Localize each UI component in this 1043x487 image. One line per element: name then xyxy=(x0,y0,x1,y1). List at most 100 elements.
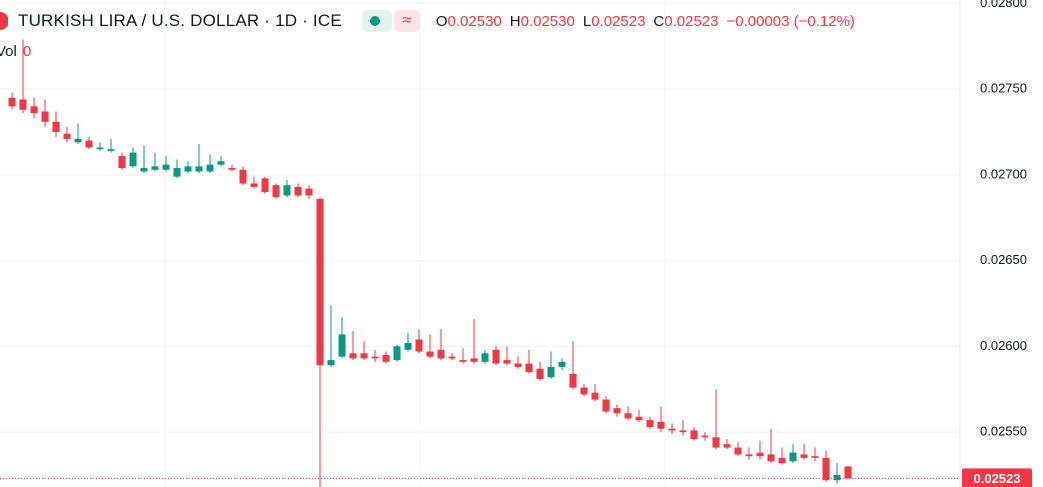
candle-body xyxy=(789,452,797,462)
candle-body xyxy=(162,164,170,170)
candle-body xyxy=(514,363,522,367)
candle-body xyxy=(41,111,49,122)
candle-body xyxy=(734,447,742,455)
legend-header: TURKISH LIRA / U.S. DOLLAR · 1D · ICE ≈ … xyxy=(0,8,863,34)
ohlc-key: C xyxy=(653,12,665,30)
candle-body xyxy=(503,360,511,364)
candle-body xyxy=(844,466,852,479)
ohlc-key: L xyxy=(582,12,592,30)
candle-body xyxy=(668,428,676,431)
candle-body xyxy=(404,342,412,350)
candle-body xyxy=(679,430,687,433)
candle-body xyxy=(481,353,489,362)
last-price-label: 0.02523 xyxy=(974,471,1021,486)
candle-body xyxy=(30,106,38,114)
candle-body xyxy=(426,351,434,357)
candle-body xyxy=(778,457,786,463)
candle-body xyxy=(833,474,841,481)
y-tick-label: 0.02550 xyxy=(980,424,1027,439)
candle-body xyxy=(371,356,379,359)
candle-body xyxy=(19,99,27,110)
candle-body xyxy=(338,334,346,357)
ohlc-value: 0.02523 xyxy=(664,12,719,30)
ohlc-key: O xyxy=(435,12,448,30)
candle-body xyxy=(492,349,500,364)
candle-body xyxy=(558,361,566,367)
candle-body xyxy=(822,457,830,481)
candle-body xyxy=(393,346,401,361)
candle-body xyxy=(52,121,60,133)
candle-body xyxy=(745,454,753,457)
status-dot xyxy=(369,16,380,26)
candle-body xyxy=(8,97,16,107)
candle-body xyxy=(756,452,764,457)
ohlc-value: 0.02530 xyxy=(447,12,502,30)
ohlc-value: 0.02530 xyxy=(520,12,575,30)
candle-body xyxy=(118,156,126,169)
candle-body xyxy=(217,161,225,165)
candle-body xyxy=(437,349,445,359)
candle-body xyxy=(74,138,82,143)
candle-body xyxy=(591,392,599,400)
candle-body xyxy=(294,186,302,196)
candle-body xyxy=(305,188,313,196)
candle-body xyxy=(701,435,709,438)
y-tick-label: 0.02700 xyxy=(980,166,1027,181)
candle-body xyxy=(261,178,269,193)
y-tick-label: 0.02650 xyxy=(980,252,1027,267)
candle-body xyxy=(624,413,632,419)
candle-body xyxy=(448,356,456,359)
symbol-icon xyxy=(0,12,8,30)
candle-body xyxy=(206,164,214,172)
candle-body xyxy=(360,353,368,359)
candle-body xyxy=(316,198,324,366)
candle-body xyxy=(349,353,357,359)
candle-body xyxy=(272,185,280,198)
candle-body xyxy=(536,368,544,379)
candle-body xyxy=(800,454,808,458)
candle-body xyxy=(602,399,610,412)
candle-body xyxy=(415,339,423,352)
candle-body xyxy=(151,166,159,170)
candle-body xyxy=(470,358,478,362)
volume-label: Vol xyxy=(0,43,17,60)
volume-legend: Vol 0 xyxy=(0,43,31,60)
candle-body xyxy=(569,373,577,388)
candle-body xyxy=(525,363,533,373)
candle-body xyxy=(96,147,104,150)
candle-body xyxy=(459,360,467,362)
candle-body xyxy=(283,185,291,196)
symbol-title: TURKISH LIRA / U.S. DOLLAR · 1D · ICE xyxy=(18,11,342,30)
candle-body xyxy=(723,444,731,448)
market-status[interactable] xyxy=(361,10,392,32)
candle-body xyxy=(767,454,775,462)
ohlc-key: H xyxy=(509,12,521,30)
candle-body xyxy=(173,168,181,177)
candle-body xyxy=(327,360,335,366)
candle-body xyxy=(646,420,654,427)
candle-body xyxy=(382,354,390,362)
last-price-tag xyxy=(962,468,1032,487)
candle-body xyxy=(107,149,115,151)
candle-body xyxy=(690,430,698,439)
candle-body xyxy=(195,166,203,172)
candle-body xyxy=(811,456,819,458)
candle-body xyxy=(85,140,93,148)
volume-value: 0 xyxy=(22,43,32,60)
candle-body xyxy=(184,166,192,172)
candle-body xyxy=(580,387,588,395)
ohlc-value: 0.02523 xyxy=(591,12,646,30)
candle-body xyxy=(547,366,555,378)
candle-body xyxy=(712,437,720,448)
candle-body xyxy=(63,133,71,139)
delayed-badge[interactable]: ≈ xyxy=(393,10,420,32)
y-tick-label: 0.02600 xyxy=(980,338,1027,353)
candle-body xyxy=(239,169,247,184)
change: −0.00003 (−0.12%) xyxy=(726,12,855,30)
candle-body xyxy=(140,168,148,172)
candle-body xyxy=(228,168,236,170)
ohlc-values: O0.02530 H0.02530 L0.02523 C0.02523 −0.00003… xyxy=(436,13,863,30)
candle-body xyxy=(250,183,258,187)
